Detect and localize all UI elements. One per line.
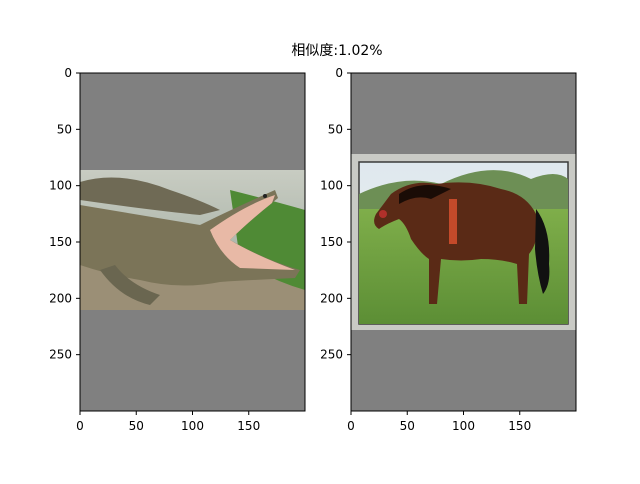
x-tick-label: 100 [181, 419, 204, 433]
right-image-panel: 0 50 100 150 0 50 100 150 200 250 [320, 66, 577, 433]
x-tick-label: 100 [452, 419, 475, 433]
crocodile-image [80, 170, 305, 310]
y-tick-label: 100 [320, 179, 343, 193]
x-tick-label: 150 [508, 419, 531, 433]
x-tick-label: 150 [237, 419, 260, 433]
horse-image [351, 154, 576, 330]
y-tick-label: 50 [328, 122, 343, 136]
figure-title: 相似度:1.02% [291, 43, 382, 59]
left-x-ticks: 0 50 100 150 [76, 411, 260, 433]
y-tick-label: 150 [49, 235, 72, 249]
y-tick-label: 50 [57, 122, 72, 136]
y-tick-label: 200 [49, 291, 72, 305]
y-tick-label: 200 [320, 291, 343, 305]
y-tick-label: 250 [49, 348, 72, 362]
y-tick-label: 0 [335, 66, 343, 80]
left-y-ticks: 0 50 100 150 200 250 [49, 66, 80, 362]
left-image-panel: 0 50 100 150 0 50 100 150 200 250 [49, 66, 306, 433]
y-tick-label: 0 [64, 66, 72, 80]
x-tick-label: 0 [76, 419, 84, 433]
y-tick-label: 150 [320, 235, 343, 249]
right-x-ticks: 0 50 100 150 [347, 411, 531, 433]
y-tick-label: 100 [49, 179, 72, 193]
y-tick-label: 250 [320, 348, 343, 362]
right-y-ticks: 0 50 100 150 200 250 [320, 66, 351, 362]
x-tick-label: 50 [400, 419, 415, 433]
x-tick-label: 0 [347, 419, 355, 433]
x-tick-label: 50 [129, 419, 144, 433]
